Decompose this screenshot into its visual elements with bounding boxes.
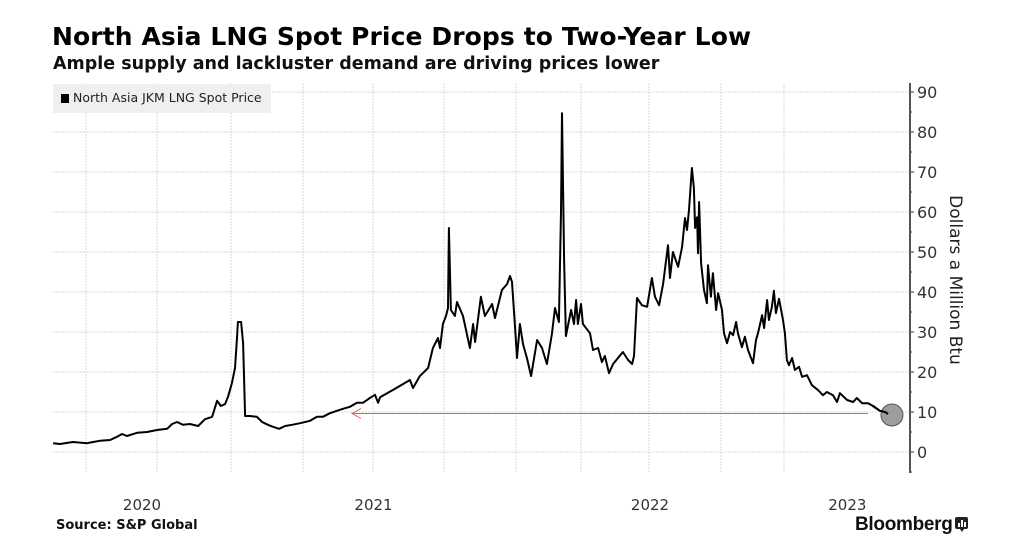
y-tick-label: 70: [917, 163, 937, 182]
y-tick-label: 80: [917, 123, 937, 142]
y-tick-label: 50: [917, 243, 937, 262]
source-note: Source: S&P Global: [56, 518, 198, 533]
bloomberg-logo: Bloomberg: [855, 514, 953, 535]
x-tick-label: 2020: [123, 496, 161, 514]
legend-label: North Asia JKM LNG Spot Price: [73, 90, 262, 105]
bloomberg-chart-icon: [955, 517, 968, 532]
legend-swatch: [61, 94, 69, 103]
x-tick-label: 2022: [631, 496, 669, 514]
y-tick-label: 20: [917, 363, 937, 382]
x-tick-label: 2021: [354, 496, 392, 514]
y-axis-title: Dollars a Million Btu: [945, 195, 965, 365]
series-layer: [52, 112, 904, 445]
reference-arrow-head: [350, 408, 362, 419]
x-tick-label: 2023: [828, 496, 866, 514]
y-tick-label: 40: [917, 283, 937, 302]
series-line-jkm: [52, 112, 889, 445]
y-tick-label: 90: [917, 83, 937, 102]
y-tick-label: 10: [917, 403, 937, 422]
series-line-tail: [872, 405, 889, 415]
legend: North Asia JKM LNG Spot Price: [53, 84, 271, 113]
y-tick-label: 30: [917, 323, 937, 342]
chart-subtitle: Ample supply and lackluster demand are d…: [53, 54, 660, 74]
grid: [53, 83, 910, 473]
y-tick-label: 60: [917, 203, 937, 222]
chart-title: North Asia LNG Spot Price Drops to Two-Y…: [52, 22, 752, 51]
latest-value-marker: [880, 403, 904, 427]
y-axis: 0 10 20 30 40 50 60 70 80 90: [909, 83, 937, 473]
x-axis-labels: 2020 2021 2022 2023: [123, 496, 867, 514]
y-tick-label: 0: [917, 443, 927, 462]
annotations: [350, 408, 869, 419]
